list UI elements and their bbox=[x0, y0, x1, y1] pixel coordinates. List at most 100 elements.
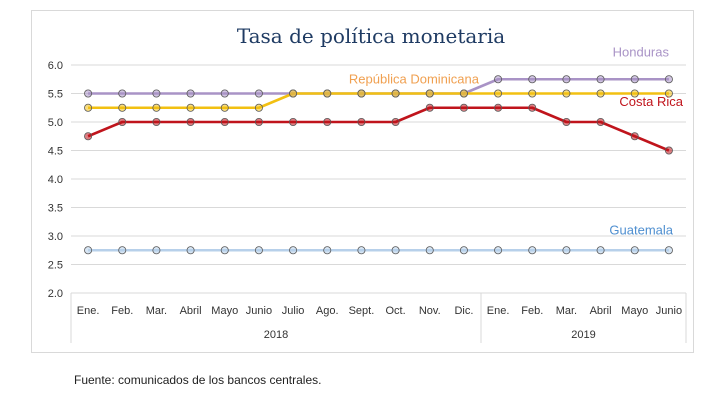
x-tick-label: Ene. bbox=[487, 305, 510, 317]
series-label: Honduras bbox=[613, 44, 670, 59]
x-tick-label: Ago. bbox=[316, 305, 339, 317]
y-tick-label: 5.0 bbox=[48, 117, 63, 129]
x-tick-label: Feb. bbox=[111, 305, 133, 317]
data-point bbox=[391, 246, 400, 255]
data-point bbox=[664, 89, 673, 98]
data-point bbox=[562, 89, 571, 98]
data-point bbox=[289, 118, 298, 127]
data-point bbox=[528, 89, 537, 98]
chart-frame: Tasa de política monetaria 2.0 2.5 3.0 3.5 4… bbox=[31, 10, 694, 353]
data-point bbox=[528, 103, 537, 112]
monetary-policy-chart: Tasa de política monetaria 2.0 2.5 3.0 3.5 4… bbox=[48, 24, 687, 343]
series-line-república-dominicana bbox=[88, 92, 669, 110]
data-point bbox=[630, 132, 639, 141]
x-tick-label: Mar. bbox=[146, 305, 167, 317]
x-tick-label: Julio bbox=[282, 305, 305, 317]
data-point bbox=[186, 89, 195, 98]
y-tick-label: 4.0 bbox=[48, 174, 63, 186]
source-note: Fuente: comunicados de los bancos centra… bbox=[74, 373, 322, 387]
data-point bbox=[528, 75, 537, 84]
x-tick-label: Sept. bbox=[349, 305, 375, 317]
year-label: 2019 bbox=[571, 329, 595, 341]
data-point bbox=[186, 118, 195, 127]
data-point bbox=[425, 246, 434, 255]
data-point bbox=[323, 118, 332, 127]
year-label: 2018 bbox=[264, 329, 288, 341]
data-point bbox=[494, 89, 503, 98]
x-tick-label: Mar. bbox=[556, 305, 577, 317]
data-point bbox=[84, 246, 93, 255]
data-point bbox=[357, 118, 366, 127]
x-tick-label: Mayo bbox=[211, 305, 238, 317]
y-tick-label: 6.0 bbox=[48, 60, 63, 72]
x-tick-label: Feb. bbox=[521, 305, 543, 317]
x-tick-label: Junio bbox=[656, 305, 682, 317]
data-point bbox=[254, 103, 263, 112]
x-tick-label: Junio bbox=[246, 305, 272, 317]
data-point bbox=[596, 246, 605, 255]
x-tick-label: Ene. bbox=[77, 305, 100, 317]
data-point bbox=[84, 132, 93, 141]
data-point bbox=[425, 89, 434, 98]
data-point bbox=[118, 103, 127, 112]
data-point bbox=[254, 118, 263, 127]
data-point bbox=[289, 246, 298, 255]
data-point bbox=[459, 89, 468, 98]
y-tick-label: 3.5 bbox=[48, 203, 63, 215]
x-tick-label: Mayo bbox=[621, 305, 648, 317]
data-point bbox=[357, 89, 366, 98]
series-label: Guatemala bbox=[609, 222, 673, 237]
x-tick-label: Nov. bbox=[419, 305, 441, 317]
data-point bbox=[391, 118, 400, 127]
data-point bbox=[630, 246, 639, 255]
data-point bbox=[323, 89, 332, 98]
data-point bbox=[562, 118, 571, 127]
data-point bbox=[254, 246, 263, 255]
data-point bbox=[118, 89, 127, 98]
chart-title: Tasa de política monetaria bbox=[237, 24, 505, 48]
data-point bbox=[630, 75, 639, 84]
series-line-costa-rica bbox=[87, 106, 670, 152]
data-point bbox=[186, 246, 195, 255]
series-label: República Dominicana bbox=[349, 72, 480, 87]
data-point bbox=[152, 118, 161, 127]
data-point bbox=[118, 118, 127, 127]
y-tick-label: 2.5 bbox=[48, 260, 63, 272]
data-point bbox=[289, 89, 298, 98]
x-tick-label: Abril bbox=[180, 305, 202, 317]
data-point bbox=[220, 89, 229, 98]
y-tick-label: 2.0 bbox=[48, 288, 63, 300]
data-point bbox=[562, 246, 571, 255]
data-point bbox=[596, 118, 605, 127]
y-tick-label: 4.5 bbox=[48, 146, 63, 158]
data-point bbox=[84, 103, 93, 112]
data-point bbox=[152, 89, 161, 98]
data-point bbox=[254, 89, 263, 98]
y-tick-label: 3.0 bbox=[48, 231, 63, 243]
data-point bbox=[664, 75, 673, 84]
data-point bbox=[596, 89, 605, 98]
data-point bbox=[357, 246, 366, 255]
x-tick-label: Oct. bbox=[385, 305, 405, 317]
data-point bbox=[152, 103, 161, 112]
data-point bbox=[425, 103, 434, 112]
data-point bbox=[664, 246, 673, 255]
data-point bbox=[528, 246, 537, 255]
data-point bbox=[220, 103, 229, 112]
data-point bbox=[152, 246, 161, 255]
data-point bbox=[84, 89, 93, 98]
data-point bbox=[494, 75, 503, 84]
data-point bbox=[220, 118, 229, 127]
x-tick-label: Abril bbox=[590, 305, 612, 317]
x-tick-label: Dic. bbox=[454, 305, 473, 317]
data-point bbox=[494, 103, 503, 112]
data-point bbox=[630, 89, 639, 98]
data-point bbox=[596, 75, 605, 84]
data-point bbox=[391, 89, 400, 98]
data-point bbox=[323, 246, 332, 255]
data-point bbox=[562, 75, 571, 84]
data-point bbox=[118, 246, 127, 255]
y-tick-label: 5.5 bbox=[48, 89, 63, 101]
data-point bbox=[459, 103, 468, 112]
data-point bbox=[459, 246, 468, 255]
